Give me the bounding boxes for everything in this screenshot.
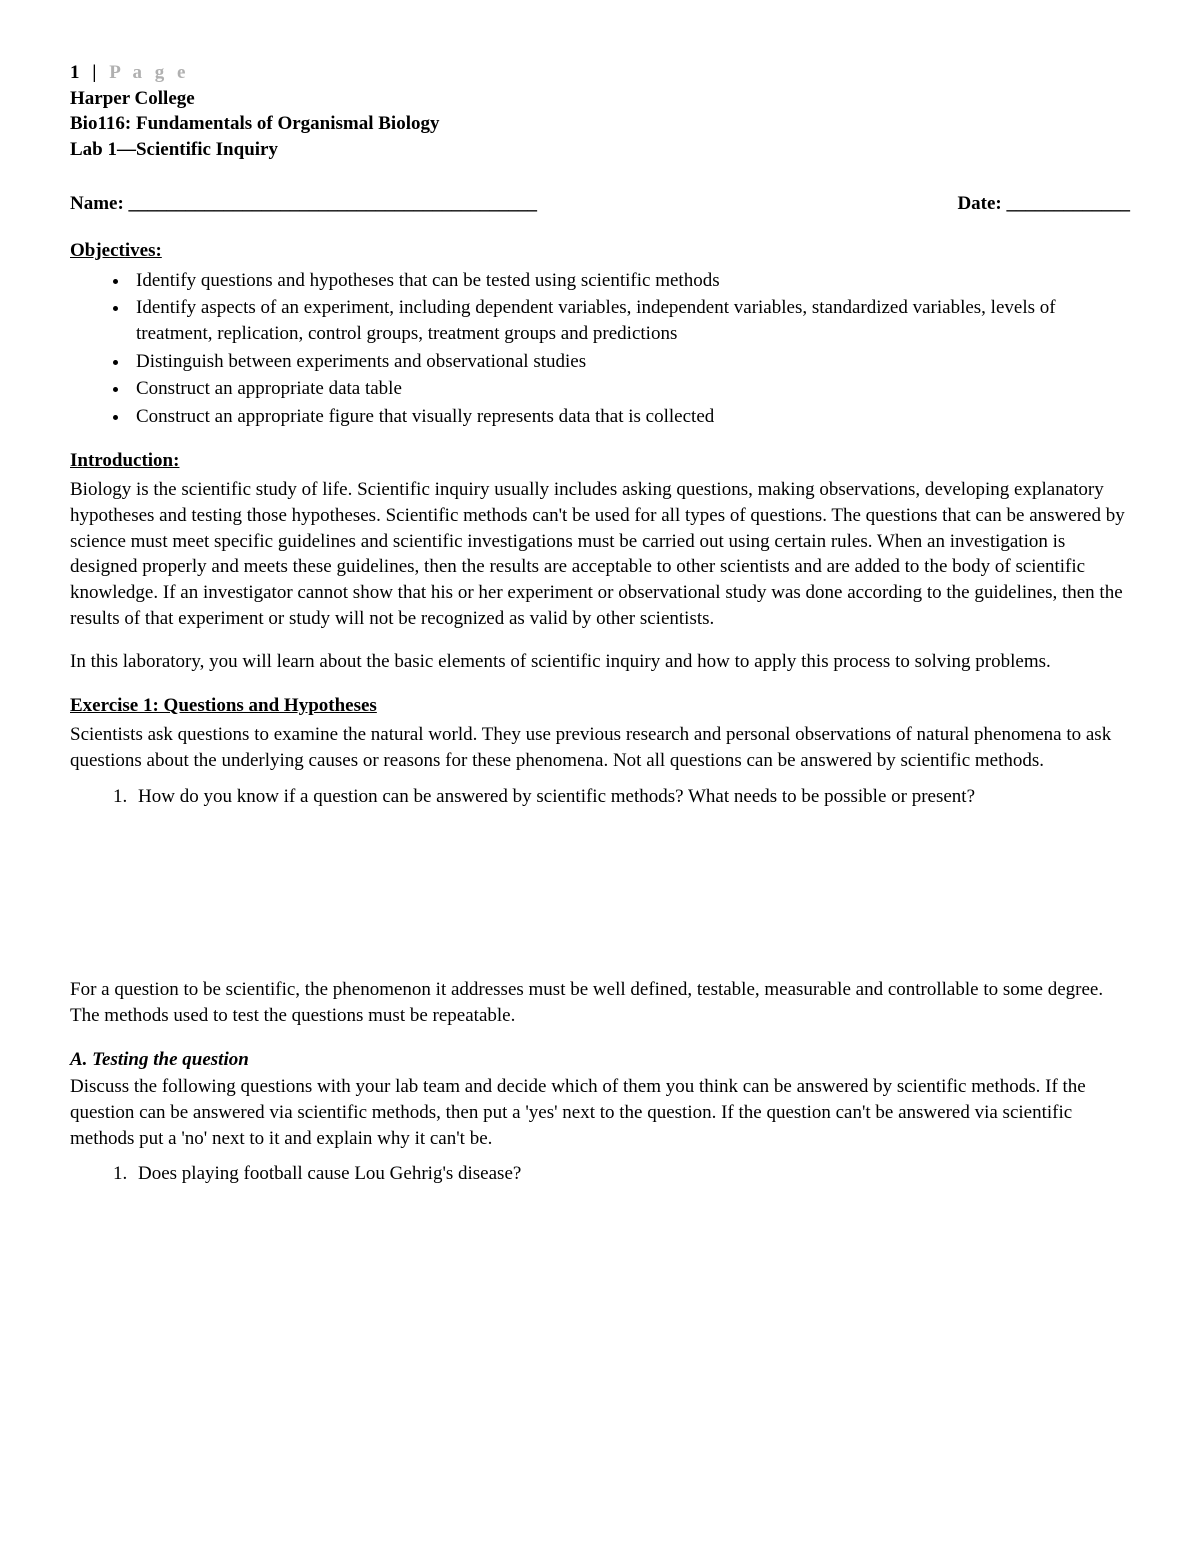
name-field-label: Name: __________________________________…: [70, 191, 927, 217]
page-number-line: 1 | P a g e: [70, 60, 1130, 86]
lab-title: Lab 1—Scientific Inquiry: [70, 137, 1130, 163]
objectives-heading: Objectives:: [70, 238, 1130, 264]
exercise1-questions: How do you know if a question can be ans…: [70, 784, 1130, 810]
course-title: Bio116: Fundamentals of Organismal Biolo…: [70, 111, 1130, 137]
page-number: 1: [70, 62, 84, 83]
exercise1-question-1: How do you know if a question can be ans…: [132, 784, 1130, 810]
page-separator: |: [84, 62, 110, 83]
section-a-intro: Discuss the following questions with you…: [70, 1074, 1130, 1151]
objective-item: Identify questions and hypotheses that c…: [130, 268, 1130, 294]
objective-item: Construct an appropriate data table: [130, 376, 1130, 402]
exercise1-followup: For a question to be scientific, the phe…: [70, 977, 1130, 1028]
document-page: 1 | P a g e Harper College Bio116: Funda…: [0, 0, 1200, 1553]
section-a-question-1: Does playing football cause Lou Gehrig's…: [132, 1161, 1130, 1187]
page-label: P a g e: [109, 62, 189, 83]
answer-space: [70, 817, 1130, 977]
objective-item: Construct an appropriate figure that vis…: [130, 404, 1130, 430]
section-a-heading: A. Testing the question: [70, 1047, 1130, 1073]
college-name: Harper College: [70, 86, 1130, 112]
introduction-paragraph-2: In this laboratory, you will learn about…: [70, 649, 1130, 675]
date-field-label: Date: _____________: [957, 191, 1130, 217]
exercise1-heading: Exercise 1: Questions and Hypotheses: [70, 693, 1130, 719]
introduction-paragraph-1: Biology is the scientific study of life.…: [70, 477, 1130, 631]
introduction-heading: Introduction:: [70, 448, 1130, 474]
objectives-list: Identify questions and hypotheses that c…: [70, 268, 1130, 430]
section-a-questions: Does playing football cause Lou Gehrig's…: [70, 1161, 1130, 1187]
objective-item: Distinguish between experiments and obse…: [130, 349, 1130, 375]
exercise1-intro: Scientists ask questions to examine the …: [70, 722, 1130, 773]
name-date-row: Name: __________________________________…: [70, 191, 1130, 217]
objective-item: Identify aspects of an experiment, inclu…: [130, 295, 1130, 346]
